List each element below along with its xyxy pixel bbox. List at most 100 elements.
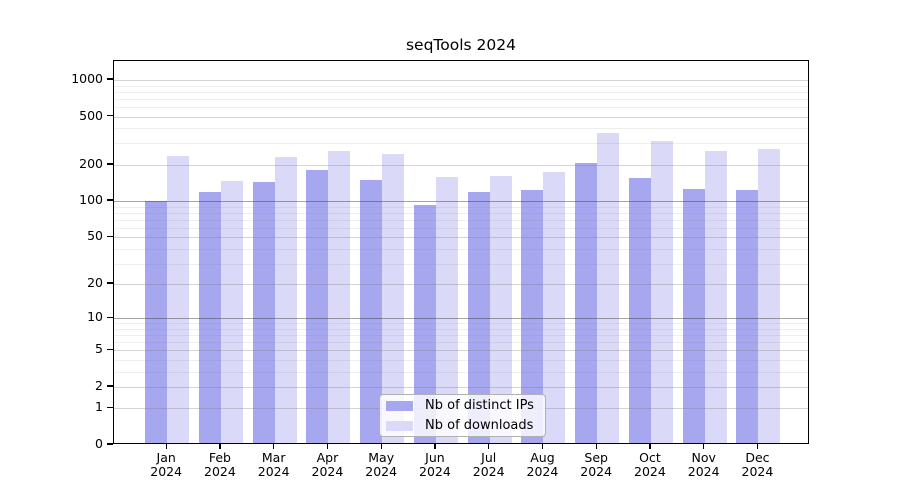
- bar-distinct-ips-aug: [521, 189, 544, 443]
- x-tick-label-feb: Feb 2024: [204, 450, 236, 479]
- y-tick-label-50: 50: [87, 228, 103, 244]
- legend-entry-downloads: Nb of downloads: [386, 417, 545, 434]
- gridline-2: [114, 386, 808, 388]
- bar-downloads-jun: [435, 176, 458, 443]
- bar-distinct-ips-apr: [306, 170, 329, 443]
- y-tick-200: [107, 163, 113, 165]
- x-tick-aug: [541, 444, 544, 449]
- x-tick-apr: [326, 444, 329, 449]
- x-tick-label-nov: Nov 2024: [687, 450, 720, 479]
- minor-gridline-300: [114, 143, 808, 145]
- y-tick-label-5: 5: [95, 341, 103, 357]
- bar-distinct-ips-nov: [682, 189, 705, 443]
- legend-label-distinct-ips: Nb of distinct IPs: [425, 397, 534, 413]
- y-tick-label-2: 2: [95, 377, 103, 393]
- x-tick-label-jul: Jul 2024: [472, 450, 505, 479]
- x-tick-may: [380, 444, 382, 449]
- y-tick-5: [107, 348, 113, 351]
- x-tick-label-sep: Sep 2024: [580, 450, 613, 479]
- bar-distinct-ips-mar: [252, 181, 275, 443]
- minor-gridline-80: [114, 212, 808, 214]
- y-tick-label-10: 10: [87, 309, 103, 325]
- y-tick-0: [107, 443, 113, 445]
- minor-gridline-900: [114, 85, 808, 87]
- y-tick-label-100: 100: [79, 192, 103, 208]
- bar-distinct-ips-feb: [198, 192, 221, 443]
- y-tick-label-200: 200: [79, 155, 103, 171]
- y-tick-label-20: 20: [87, 275, 103, 291]
- minor-gridline-6: [114, 342, 808, 344]
- y-tick-label-1: 1: [95, 399, 103, 415]
- legend-label-downloads: Nb of downloads: [425, 417, 534, 433]
- minor-gridline-700: [114, 98, 808, 100]
- gridline-5: [114, 350, 808, 352]
- minor-gridline-3: [114, 371, 808, 373]
- x-tick-feb: [219, 444, 221, 449]
- x-tick-label-jun: Jun 2024: [419, 450, 451, 479]
- bar-downloads-aug: [543, 172, 566, 443]
- gridline-50: [114, 237, 808, 239]
- bar-distinct-ips-dec: [736, 189, 759, 443]
- y-tick-1000: [107, 78, 113, 80]
- x-tick-label-dec: Dec 2024: [741, 450, 774, 479]
- bar-downloads-mar: [274, 157, 297, 443]
- y-tick-label-500: 500: [79, 107, 103, 123]
- minor-gridline-400: [114, 128, 808, 130]
- x-tick-dec: [756, 444, 759, 449]
- minor-gridline-800: [114, 91, 808, 93]
- bar-distinct-ips-jul: [467, 191, 490, 443]
- x-tick-mar: [273, 444, 275, 449]
- legend: Nb of distinct IPs Nb of downloads: [379, 394, 546, 437]
- x-tick-label-may: May 2024: [365, 450, 398, 479]
- y-tick-label-0: 0: [95, 436, 103, 451]
- x-tick-oct: [649, 444, 651, 449]
- minor-gridline-4: [114, 359, 808, 361]
- bar-downloads-oct: [650, 141, 673, 443]
- y-tick-50: [107, 235, 113, 237]
- chart-title: seqTools 2024: [405, 36, 516, 54]
- minor-gridline-8: [114, 328, 808, 330]
- y-tick-2: [107, 385, 113, 387]
- bar-downloads-feb: [220, 180, 243, 443]
- bar-distinct-ips-jan: [145, 200, 168, 443]
- x-tick-label-mar: Mar 2024: [257, 450, 290, 479]
- minor-gridline-7: [114, 335, 808, 337]
- bar-distinct-ips-oct: [628, 178, 651, 443]
- x-tick-jun: [434, 444, 436, 449]
- gridline-100: [114, 201, 808, 203]
- bar-distinct-ips-jun: [413, 204, 436, 443]
- y-tick-label-1000: 1000: [71, 71, 103, 86]
- minor-gridline-9: [114, 323, 808, 325]
- gridline-10: [114, 318, 808, 320]
- x-tick-label-jan: Jan 2024: [150, 450, 183, 479]
- x-tick-nov: [703, 444, 705, 449]
- bar-downloads-may: [382, 154, 405, 443]
- bar-distinct-ips-sep: [575, 162, 598, 443]
- y-tick-500: [107, 114, 113, 117]
- x-tick-sep: [595, 444, 597, 449]
- x-tick-label-oct: Oct 2024: [634, 450, 666, 479]
- x-tick-jul: [488, 444, 490, 449]
- x-tick-jan: [165, 444, 167, 449]
- bar-downloads-apr: [328, 150, 351, 443]
- gridline-1000: [114, 80, 808, 81]
- plot-area: Nb of distinct IPs Nb of downloads: [113, 60, 809, 444]
- bar-downloads-sep: [597, 132, 620, 443]
- y-tick-1: [107, 406, 113, 409]
- minor-gridline-90: [114, 206, 808, 208]
- y-tick-20: [107, 282, 113, 284]
- gridline-200: [114, 164, 808, 166]
- bar-distinct-ips-may: [360, 179, 383, 443]
- minor-gridline-600: [114, 106, 808, 108]
- legend-swatch-downloads: [386, 420, 413, 431]
- legend-entry-distinct-ips: Nb of distinct IPs: [386, 397, 545, 414]
- legend-swatch-distinct-ips: [386, 400, 413, 411]
- x-tick-label-apr: Apr 2024: [311, 450, 344, 479]
- bar-downloads-dec: [758, 149, 781, 443]
- bar-downloads-jul: [489, 176, 512, 443]
- gridline-500: [114, 116, 808, 118]
- minor-gridline-60: [114, 227, 808, 229]
- gridline-20: [114, 284, 808, 286]
- y-tick-100: [107, 199, 113, 201]
